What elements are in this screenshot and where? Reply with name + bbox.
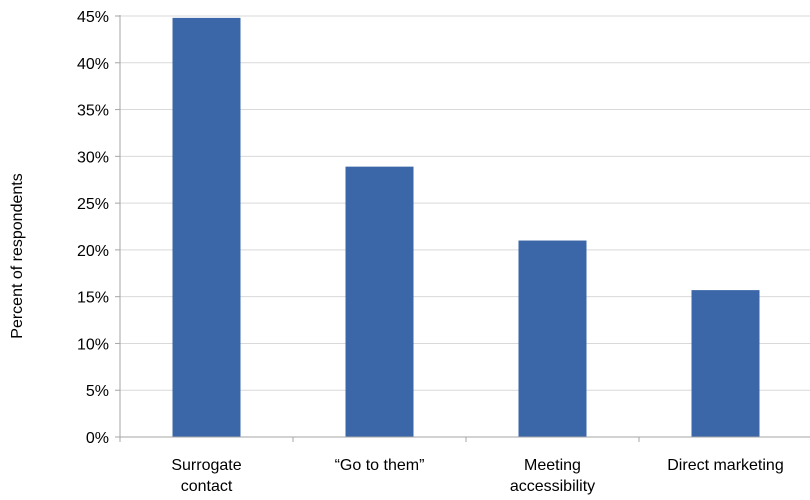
x-axis-category-labels: Surrogate contact “Go to them” Meeting acces… (171, 457, 783, 495)
y-axis-title: Percent of respondents (9, 173, 26, 338)
y-tick-label: 0% (86, 430, 109, 447)
x-tick-label: contact (181, 478, 233, 495)
x-tick-label: Meeting (524, 457, 581, 474)
bar (692, 290, 760, 437)
x-tick-label: accessibility (510, 478, 595, 495)
y-tick-label: 40% (77, 56, 109, 73)
x-tick-label: “Go to them” (335, 457, 425, 474)
bar (346, 167, 414, 437)
bars (173, 18, 760, 437)
y-tick-label: 30% (77, 149, 109, 166)
x-tick-label: Direct marketing (667, 457, 783, 474)
y-tick-label: 15% (77, 290, 109, 307)
y-tick-label: 45% (77, 9, 109, 26)
x-tick-label: Surrogate (171, 457, 241, 474)
y-tick-label: 5% (86, 383, 109, 400)
y-tick-label: 35% (77, 103, 109, 120)
bar (173, 18, 241, 437)
y-tick-label: 20% (77, 243, 109, 260)
y-axis-ticks: 0% 5% 10% 15% 20% 25% 30% 35% 40% 45% (77, 9, 109, 447)
bar (519, 241, 587, 437)
y-tick-label: 25% (77, 196, 109, 213)
y-tick-label: 10% (77, 336, 109, 353)
